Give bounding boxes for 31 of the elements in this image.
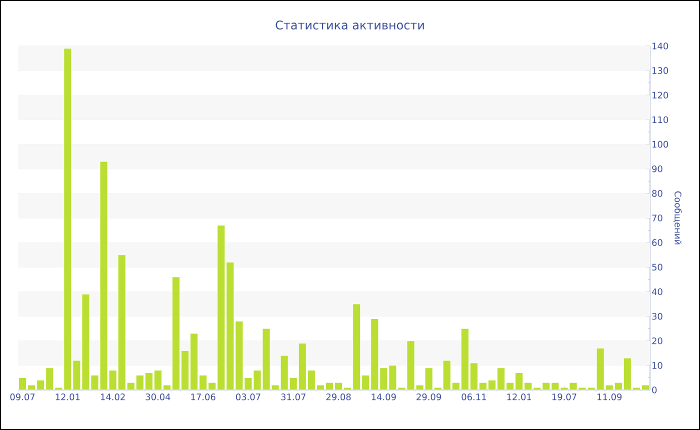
y-tick-label: 0 [652, 386, 657, 394]
x-tick-label: 03.07 [236, 394, 260, 400]
y-tick-label: 70 [652, 214, 662, 222]
x-tick-label: 14.02 [100, 394, 125, 400]
y-tick-label: 40 [652, 288, 662, 296]
x-tick-label: 17.06 [191, 394, 216, 400]
chart-title: Статистика активности [276, 20, 424, 30]
x-tick-label: 31.07 [281, 394, 306, 400]
x-tick-label: 29.09 [416, 394, 442, 400]
y-tick-label: 20 [652, 337, 662, 344]
x-tick-label: 19.07 [552, 394, 576, 400]
y-tick-label: 110 [652, 116, 668, 124]
y-tick-label: 10 [652, 362, 662, 369]
y-tick-label: 100 [652, 140, 668, 148]
x-tick-label: 06.11 [462, 394, 486, 400]
y-tick-label: 90 [652, 165, 662, 172]
y-tick-label: 30 [652, 312, 662, 320]
x-tick-label: 14.09 [372, 394, 396, 400]
x-tick-label: 12.01 [56, 394, 80, 400]
y-tick-label: 80 [652, 190, 662, 197]
y-axis-title: Сообщений [673, 191, 682, 244]
x-tick-label: 29.08 [326, 394, 351, 400]
y-tick-label: 60 [652, 239, 662, 246]
x-tick-label: 30.04 [146, 394, 170, 400]
y-tick-label: 120 [652, 92, 668, 99]
y-tick-label: 140 [652, 42, 668, 50]
y-tick-label: 50 [652, 264, 662, 271]
x-tick-label: 11.09 [598, 394, 622, 400]
x-tick-label: 09.07 [10, 394, 35, 400]
x-tick-label: 12.01 [507, 394, 532, 400]
y-tick-label: 130 [652, 67, 668, 74]
